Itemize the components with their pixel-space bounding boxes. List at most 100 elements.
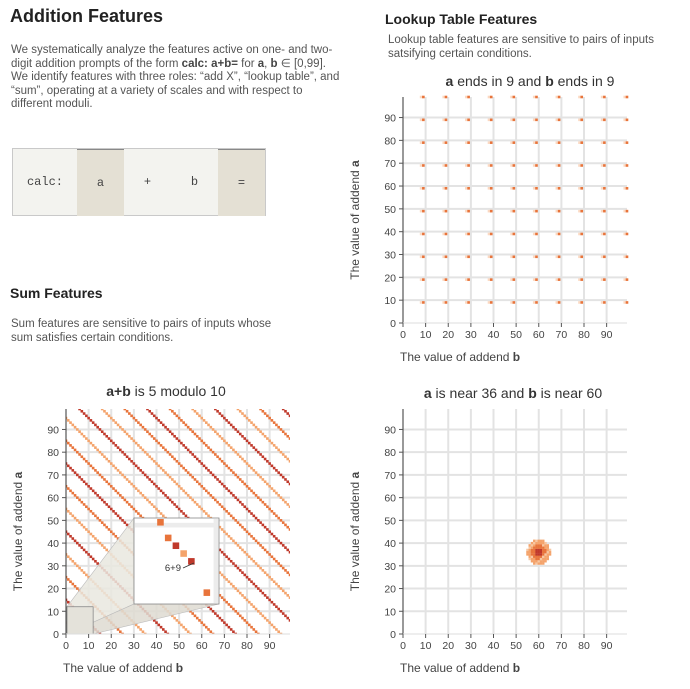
x-axis-label-text: The value of addend — [400, 350, 513, 364]
activation-cell — [152, 619, 156, 622]
activation-cell — [537, 550, 540, 554]
activation-cell — [535, 546, 538, 549]
activation-cell — [180, 464, 183, 468]
activation-cell — [279, 473, 283, 477]
activation-cell — [442, 255, 446, 259]
activation-cell — [254, 584, 258, 588]
activation-cell — [227, 489, 231, 493]
activation-cell — [275, 446, 278, 449]
activation-cell — [444, 141, 448, 144]
activation-cell — [175, 459, 179, 463]
chart-ends-in-9: 00 10 10 20 20 30 30 40 40 50 50 60 60 70 70 80 80 90 90 Th… — [348, 95, 629, 364]
activation-cell — [112, 487, 115, 490]
activation-cell — [125, 500, 129, 504]
activation-cell — [66, 419, 70, 422]
activation-cell — [78, 453, 81, 456]
activation-cell — [87, 416, 90, 420]
activation-cell — [544, 550, 547, 554]
activation-cell — [625, 164, 629, 167]
activation-cell — [173, 457, 176, 461]
activation-cell — [216, 409, 219, 413]
y-tick-label: 20 — [384, 584, 396, 596]
token-calc[interactable]: calc: — [13, 149, 77, 215]
activation-cell — [254, 607, 258, 611]
activation-cell — [489, 164, 493, 167]
activation-cell — [245, 507, 249, 511]
activation-cell — [116, 423, 120, 427]
activation-cell — [286, 594, 290, 597]
activation-cell — [487, 187, 491, 190]
x-tick-label: 40 — [488, 329, 500, 341]
activation-cell — [277, 539, 280, 543]
activation-cell — [195, 480, 199, 484]
activation-cell — [66, 439, 68, 443]
activation-cell — [87, 462, 90, 465]
activation-cell — [218, 548, 222, 552]
activation-cell — [236, 430, 240, 434]
activation-cell — [261, 500, 265, 504]
activation-cell — [275, 628, 278, 631]
activation-cell — [444, 95, 448, 99]
activation-cell — [216, 455, 219, 459]
activation-cell — [89, 441, 93, 445]
activation-cell — [168, 453, 172, 456]
activation-cell — [580, 118, 584, 122]
activation-cell — [143, 450, 147, 454]
activation-cell — [116, 469, 120, 472]
activation-cell — [489, 118, 493, 122]
activation-cell — [91, 534, 95, 538]
activation-cell — [220, 437, 224, 440]
activation-cell — [182, 444, 185, 447]
activation-cell — [442, 209, 446, 213]
activation-cell — [89, 532, 93, 536]
activation-cell — [200, 439, 204, 443]
activation-cell — [281, 475, 285, 479]
activation-cell — [82, 571, 86, 574]
activation-cell — [512, 255, 516, 259]
activation-cell — [266, 550, 269, 554]
activation-cell — [71, 514, 75, 518]
activation-cell — [272, 603, 276, 606]
activation-cell — [182, 512, 185, 515]
activation-cell — [73, 539, 77, 543]
activation-cell — [623, 95, 627, 99]
activation-cell — [528, 553, 531, 556]
activation-cell — [150, 503, 154, 506]
x-tick-label: 70 — [219, 640, 231, 652]
activation-cell — [236, 453, 240, 456]
activation-cell — [107, 528, 111, 531]
activation-cell — [544, 557, 547, 561]
activation-cell — [539, 562, 543, 565]
activation-cell — [69, 557, 72, 561]
activation-cell — [191, 475, 195, 479]
activation-cell — [198, 505, 201, 509]
activation-cell — [175, 619, 179, 622]
activation-cell — [211, 632, 215, 634]
activation-cell — [73, 425, 77, 429]
activation-cell — [76, 496, 79, 499]
activation-cell — [112, 419, 115, 422]
activation-cell — [91, 557, 95, 561]
token-b[interactable]: b — [171, 149, 218, 215]
activation-cell — [85, 414, 88, 418]
activation-cell — [89, 487, 93, 490]
activation-cell — [229, 582, 233, 586]
y-tick-label: 50 — [47, 515, 59, 527]
x-tick-label: 10 — [420, 640, 432, 652]
token-a[interactable]: a — [77, 149, 124, 216]
activation-cell — [546, 544, 550, 547]
activation-cell — [114, 444, 118, 447]
activation-cell — [526, 553, 529, 556]
activation-cell — [173, 503, 176, 506]
activation-cell — [277, 494, 280, 497]
activation-cell — [76, 428, 79, 431]
token-equals[interactable]: = — [218, 149, 265, 216]
activation-cell — [532, 95, 536, 99]
activation-cell — [182, 625, 185, 629]
x-tick-label: 30 — [465, 329, 477, 341]
activation-cell — [555, 141, 559, 144]
token-plus[interactable]: + — [124, 149, 171, 215]
activation-cell — [234, 428, 237, 431]
activation-cell — [189, 609, 192, 613]
activation-cell — [66, 555, 70, 559]
